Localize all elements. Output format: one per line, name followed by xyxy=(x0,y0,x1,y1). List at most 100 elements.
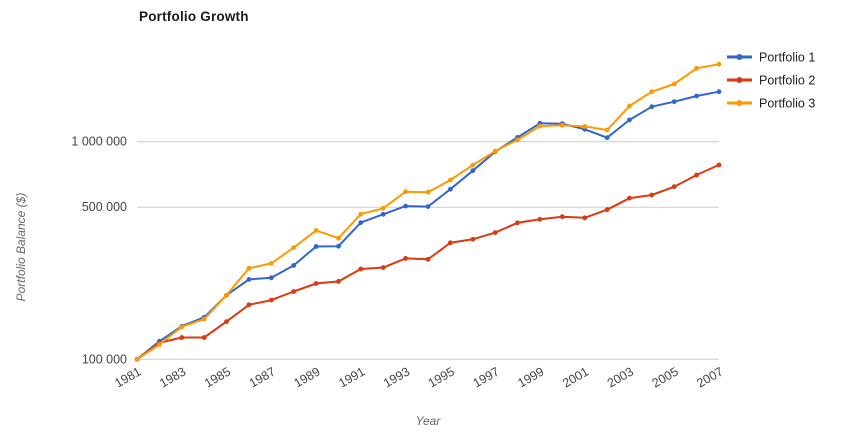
x-tick-label-2001: 2001 xyxy=(560,364,591,390)
data-point-s2-1984[interactable] xyxy=(201,335,207,340)
data-point-s2-2002[interactable] xyxy=(604,207,610,213)
x-tick-label-1987: 1987 xyxy=(247,364,278,390)
data-point-s2-2006[interactable] xyxy=(694,172,699,178)
data-point-s3-2000[interactable] xyxy=(559,122,565,128)
data-point-s3-1995[interactable] xyxy=(448,177,453,183)
legend-label: Portfolio 2 xyxy=(759,74,815,88)
data-point-s3-2007[interactable] xyxy=(716,61,722,67)
data-point-s1-1990[interactable] xyxy=(336,243,341,249)
x-tick-label-1995: 1995 xyxy=(426,364,457,390)
data-point-s2-1997[interactable] xyxy=(492,230,498,236)
legend-marker-dot xyxy=(736,100,743,106)
data-point-s1-2006[interactable] xyxy=(694,93,699,99)
x-tick-label-1991: 1991 xyxy=(336,364,367,390)
data-point-s2-2005[interactable] xyxy=(671,184,677,190)
data-point-s1-1989[interactable] xyxy=(313,244,319,249)
data-point-s3-1999[interactable] xyxy=(537,123,543,129)
x-axis-title: Year xyxy=(415,414,441,428)
legend-item-portfolio-1[interactable]: Portfolio 1 xyxy=(727,51,815,65)
data-point-s3-1998[interactable] xyxy=(515,137,520,143)
data-point-s2-2004[interactable] xyxy=(649,192,655,198)
data-point-s1-1986[interactable] xyxy=(246,277,252,282)
data-point-s3-1987[interactable] xyxy=(268,261,274,266)
data-point-s3-1988[interactable] xyxy=(291,245,297,251)
data-point-s3-1994[interactable] xyxy=(425,189,431,195)
data-point-s3-1996[interactable] xyxy=(470,162,476,168)
data-point-s2-1996[interactable] xyxy=(470,236,476,242)
data-point-s3-2002[interactable] xyxy=(604,127,610,133)
legend-label: Portfolio 1 xyxy=(759,51,815,65)
data-point-s2-1998[interactable] xyxy=(515,220,520,226)
data-point-s3-2004[interactable] xyxy=(649,89,655,95)
x-tick-label-1993: 1993 xyxy=(381,364,412,390)
data-point-s1-1991[interactable] xyxy=(358,220,364,226)
x-tick-label-1983: 1983 xyxy=(157,364,188,390)
x-tick-label-1997: 1997 xyxy=(471,364,502,390)
legend-marker-dot xyxy=(736,54,743,60)
data-point-s2-1990[interactable] xyxy=(336,279,341,284)
legend-item-portfolio-2[interactable]: Portfolio 2 xyxy=(727,74,815,88)
data-point-s2-1988[interactable] xyxy=(291,289,297,294)
data-point-s3-1985[interactable] xyxy=(224,292,229,298)
data-point-s3-2003[interactable] xyxy=(627,103,632,109)
legend-label: Portfolio 3 xyxy=(759,97,815,111)
data-point-s2-1987[interactable] xyxy=(268,297,274,303)
data-point-s2-1999[interactable] xyxy=(537,216,543,222)
data-point-s1-2004[interactable] xyxy=(649,104,655,110)
data-point-s2-1991[interactable] xyxy=(358,266,364,272)
y-tick-label-100000: 100 000 xyxy=(82,352,127,366)
data-point-s1-1994[interactable] xyxy=(425,204,431,210)
data-point-s3-2006[interactable] xyxy=(694,65,699,71)
data-point-s3-1983[interactable] xyxy=(179,324,185,330)
data-point-s2-2001[interactable] xyxy=(582,215,588,221)
data-point-s1-1988[interactable] xyxy=(291,263,297,268)
x-tick-label-2003: 2003 xyxy=(605,364,636,390)
x-tick-label-2007: 2007 xyxy=(694,364,725,390)
data-point-s2-1986[interactable] xyxy=(246,302,252,308)
data-point-s1-2007[interactable] xyxy=(716,89,722,95)
data-point-s1-1987[interactable] xyxy=(268,275,274,281)
data-point-s2-2007[interactable] xyxy=(716,162,722,168)
y-tick-label-1000000: 1 000 000 xyxy=(71,135,127,149)
data-point-s3-1990[interactable] xyxy=(336,235,341,241)
data-point-s1-2003[interactable] xyxy=(627,117,632,123)
x-tick-label-1999: 1999 xyxy=(515,364,546,390)
data-point-s1-1993[interactable] xyxy=(403,203,408,209)
data-point-s3-1986[interactable] xyxy=(246,265,252,271)
data-point-s2-1994[interactable] xyxy=(425,256,431,262)
series-line-portfolio-3 xyxy=(136,63,720,361)
data-point-s1-2002[interactable] xyxy=(604,135,610,141)
data-point-s1-1996[interactable] xyxy=(470,168,476,174)
x-tick-label-1981: 1981 xyxy=(112,364,143,390)
data-point-s2-1992[interactable] xyxy=(380,265,386,270)
data-point-s2-1993[interactable] xyxy=(403,256,408,261)
x-tick-label-1989: 1989 xyxy=(291,364,322,390)
data-point-s3-2005[interactable] xyxy=(671,81,677,87)
data-point-s3-2001[interactable] xyxy=(582,124,588,129)
data-point-s1-1995[interactable] xyxy=(448,186,453,192)
legend-item-portfolio-3[interactable]: Portfolio 3 xyxy=(727,97,815,111)
data-point-s2-1985[interactable] xyxy=(224,319,229,324)
data-point-s3-1997[interactable] xyxy=(492,148,498,154)
data-point-s1-1992[interactable] xyxy=(380,211,386,217)
data-point-s2-1989[interactable] xyxy=(313,281,319,286)
data-point-s3-1982[interactable] xyxy=(157,342,162,347)
data-point-s3-1992[interactable] xyxy=(380,205,386,211)
x-tick-label-2005: 2005 xyxy=(650,364,681,390)
data-point-s3-1991[interactable] xyxy=(358,211,364,217)
y-tick-label-500000: 500 000 xyxy=(82,200,127,214)
data-point-s2-1983[interactable] xyxy=(179,335,185,340)
x-tick-label-1985: 1985 xyxy=(202,364,233,390)
chart-title: Portfolio Growth xyxy=(139,9,249,24)
data-point-s3-1981[interactable] xyxy=(134,356,140,362)
data-point-s2-1995[interactable] xyxy=(448,240,453,246)
data-point-s3-1989[interactable] xyxy=(313,228,319,233)
data-point-s1-2005[interactable] xyxy=(671,99,677,105)
series-line-portfolio-1 xyxy=(136,90,720,361)
data-point-s2-2000[interactable] xyxy=(559,214,565,220)
data-point-s3-1993[interactable] xyxy=(403,189,408,195)
data-point-s3-1984[interactable] xyxy=(201,316,207,322)
data-point-s2-2003[interactable] xyxy=(627,195,632,201)
